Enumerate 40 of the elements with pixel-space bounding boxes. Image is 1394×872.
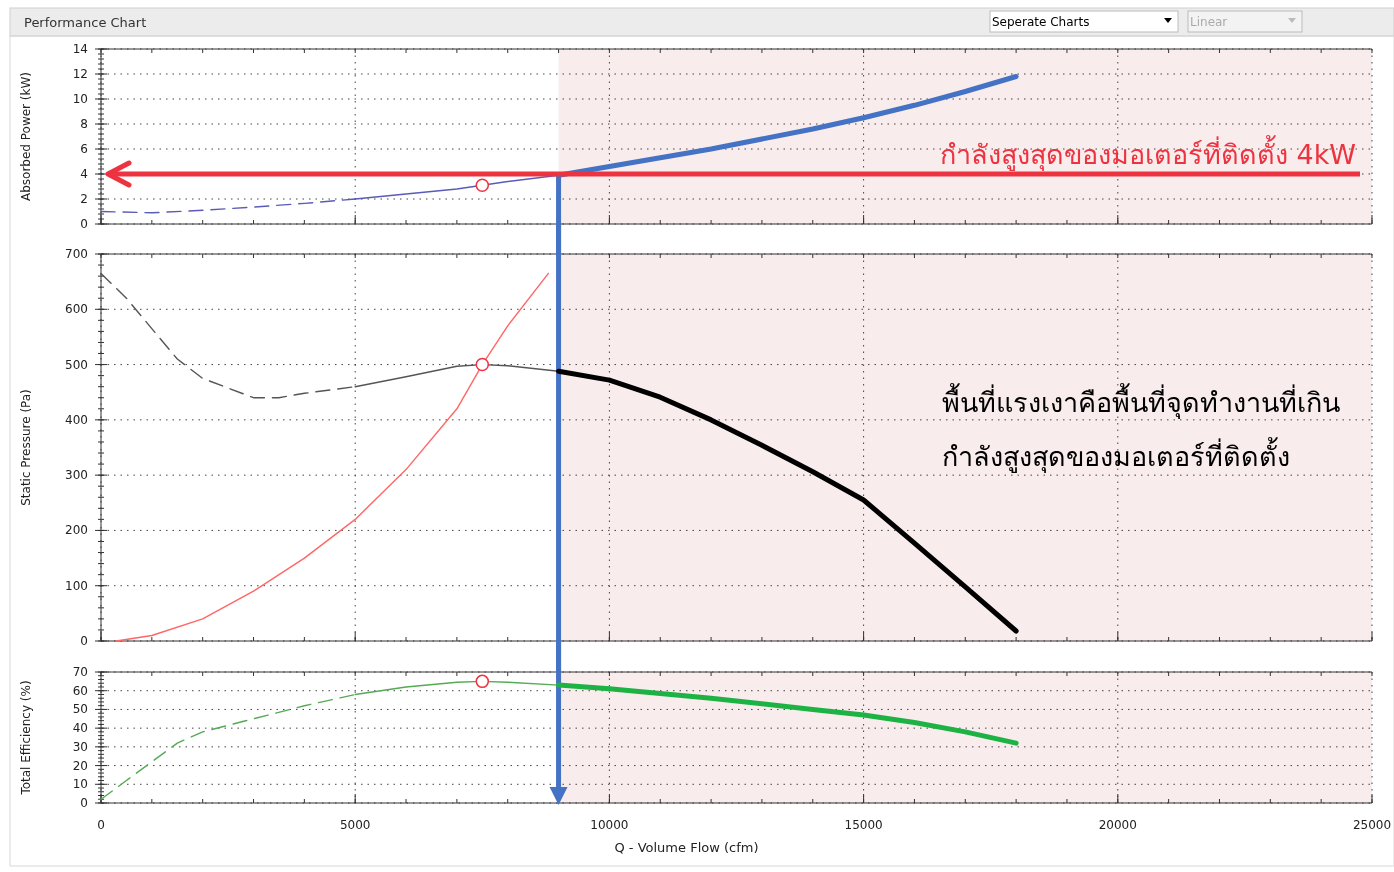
text: Linear (1190, 15, 1228, 29)
text: Seperate Charts (992, 15, 1090, 29)
ref-line-label: กำลังสูงสุดของมอเตอร์ที่ติดตั้ง 4kW (939, 135, 1356, 172)
y-tick-label: 300 (65, 468, 88, 483)
y-tick-label: 200 (65, 523, 88, 538)
y-axis-title: Static Pressure (Pa) (19, 389, 33, 506)
y-axis-title: Absorbed Power (kW) (19, 71, 33, 202)
y-tick-label: 4 (80, 167, 88, 181)
y-tick-label: 0 (80, 796, 88, 810)
y-tick-label: 0 (80, 634, 88, 648)
y-tick-label: 400 (65, 412, 88, 427)
y-tick-label: 20 (72, 758, 88, 773)
y-tick-label: 0 (80, 217, 88, 231)
y-tick-label: 50 (72, 702, 88, 717)
x-tick-label: 0 (97, 818, 105, 832)
y-tick-label: 100 (65, 578, 88, 593)
y-axis-title: Total Efficiency (%) (19, 680, 33, 796)
y-tick-label: 700 (65, 247, 88, 261)
y-tick-label: 70 (72, 665, 88, 679)
y-tick-label: 60 (72, 683, 88, 698)
x-tick-label: 10000 (590, 818, 629, 832)
y-tick-label: 6 (80, 142, 88, 156)
chart-title: Performance Chart (24, 15, 147, 30)
y-tick-label: 10 (72, 777, 88, 792)
y-tick-label: 10 (72, 92, 88, 106)
y-tick-label: 8 (80, 117, 88, 131)
y-tick-label: 600 (65, 302, 88, 317)
x-tick-label: 5000 (339, 818, 371, 832)
y-tick-label: 40 (72, 721, 88, 736)
x-tick-label: 25000 (1352, 818, 1392, 832)
y-tick-label: 12 (72, 67, 88, 81)
x-axis-title: Q - Volume Flow (cfm) (614, 840, 759, 855)
x-tick-label: 20000 (1098, 818, 1137, 832)
annotation: กำลังสูงสุดของมอเตอร์ที่ติดตั้ง (942, 437, 1290, 474)
y-tick-label: 500 (65, 357, 88, 372)
y-tick-label: 14 (72, 42, 88, 56)
y-tick-label: 2 (80, 192, 88, 206)
annotation: พื้นที่แรงเงาคือพื้นที่จุดทำงานที่เกิน (942, 383, 1340, 420)
x-tick-label: 15000 (844, 818, 883, 832)
y-tick-label: 30 (72, 739, 88, 754)
